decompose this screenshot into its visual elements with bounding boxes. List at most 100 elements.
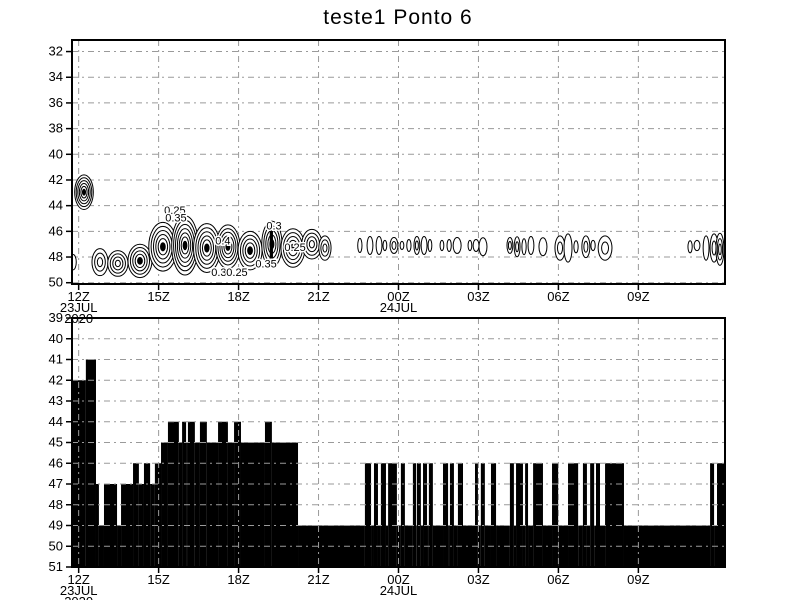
contour-line xyxy=(478,237,488,257)
x-tick-label: 03Z xyxy=(467,572,489,587)
shaded-segment xyxy=(484,525,491,567)
contour-line xyxy=(513,236,521,258)
contour-line xyxy=(389,237,399,254)
shaded-segment xyxy=(371,525,374,567)
shaded-segment xyxy=(218,421,228,567)
contour-line xyxy=(413,235,421,255)
shaded-segment xyxy=(380,463,386,567)
y-tick-label: 38 xyxy=(49,121,63,136)
contour-panel: 0.250.350.40.30.250.350.3 0.2532343638404… xyxy=(49,39,726,326)
contour-line xyxy=(427,238,433,253)
contour-line xyxy=(472,238,480,253)
x-year-label: 2020 xyxy=(64,594,93,600)
shaded-segment xyxy=(199,421,207,567)
shaded-segment xyxy=(364,463,372,567)
y-tick-label: 40 xyxy=(49,146,63,161)
contour-line xyxy=(375,235,383,255)
contour-line xyxy=(399,240,405,251)
contour-line xyxy=(467,239,473,252)
contour-line xyxy=(242,238,258,263)
shaded-segment xyxy=(595,463,600,567)
shaded-segment xyxy=(457,463,464,567)
y-tick-label: 32 xyxy=(49,44,63,59)
y-tick-label: 48 xyxy=(49,249,63,264)
contour-value-label: 0.25 xyxy=(164,205,185,217)
contour-line xyxy=(322,243,328,253)
contour-line xyxy=(590,239,596,252)
shaded-segment xyxy=(133,463,139,567)
contour-line xyxy=(77,180,91,205)
shaded-segment xyxy=(423,463,428,567)
shaded-segment xyxy=(533,463,543,567)
y-tick-label: 46 xyxy=(49,455,63,470)
shaded-segment xyxy=(194,442,200,567)
shaded-segment xyxy=(490,463,497,567)
x-tick-label: 00Z xyxy=(387,289,409,304)
contour-value-label: 0.35 xyxy=(255,259,276,271)
contour-line xyxy=(718,243,722,256)
contour-line xyxy=(199,235,215,261)
contour-line xyxy=(109,253,126,274)
contour-line xyxy=(583,240,589,253)
x-tick-label: 21Z xyxy=(307,572,329,587)
shaded-segment xyxy=(516,463,523,567)
x-tick-label: 12Z xyxy=(67,572,89,587)
shaded-segment xyxy=(432,525,444,567)
x-tick-label: 00Z xyxy=(387,572,409,587)
shaded-segment xyxy=(463,525,475,567)
contour-value-label: 0.4 xyxy=(215,236,230,248)
shaded-segment xyxy=(400,463,405,567)
y-tick-label: 40 xyxy=(49,331,63,346)
shaded-segment xyxy=(412,463,417,567)
contour-line xyxy=(581,235,591,259)
x-tick-label: 09Z xyxy=(627,289,649,304)
contour-line xyxy=(157,238,169,256)
shaded-segment xyxy=(477,525,481,567)
contour-line xyxy=(219,231,237,262)
shaded-segment xyxy=(187,421,195,567)
contour-line xyxy=(160,242,166,252)
x-tick-label: 06Z xyxy=(547,289,569,304)
shaded-segment xyxy=(117,525,122,567)
contour-line xyxy=(80,185,88,199)
contour-line xyxy=(285,235,301,261)
contour-value-label: 0.25 xyxy=(226,267,247,279)
x-tick-label: 21Z xyxy=(307,289,329,304)
shaded-segment xyxy=(98,525,104,567)
y-tick-label: 42 xyxy=(49,172,63,187)
y-tick-label: 41 xyxy=(49,352,63,367)
shaded-segment xyxy=(182,421,187,567)
shaded-segment xyxy=(453,525,458,567)
shaded-segment xyxy=(416,463,421,567)
y-tick-label: 51 xyxy=(49,559,63,574)
contour-line xyxy=(180,236,190,255)
page-title: teste1 Ponto 6 xyxy=(323,6,472,29)
y-tick-label: 47 xyxy=(49,476,63,491)
shaded-segment xyxy=(373,463,378,567)
contour-line xyxy=(72,253,77,271)
contour-line xyxy=(306,236,318,253)
shaded-segment xyxy=(496,525,510,567)
contour-line xyxy=(201,239,212,257)
contour-line xyxy=(107,250,129,277)
contour-line xyxy=(406,238,412,253)
shaded-segment xyxy=(416,525,417,567)
x-date-label: 24JUL xyxy=(380,300,418,315)
contour-line xyxy=(94,252,106,272)
x-date-label: 23JUL xyxy=(60,300,98,315)
y-tick-label: 49 xyxy=(49,518,63,533)
contour-line xyxy=(225,242,231,251)
contour-line xyxy=(132,250,148,272)
x-tick-label: 03Z xyxy=(467,289,489,304)
shaded-segment xyxy=(449,463,454,567)
shaded-segment xyxy=(717,463,725,567)
x-tick-label: 18Z xyxy=(227,572,249,587)
contour-line xyxy=(178,232,192,259)
contour-line xyxy=(439,239,445,252)
y-tick-label: 44 xyxy=(49,198,63,213)
contour-line xyxy=(112,256,124,271)
contour-line xyxy=(81,188,87,196)
x-tick-label: 15Z xyxy=(147,572,169,587)
y-tick-label: 44 xyxy=(49,414,63,429)
